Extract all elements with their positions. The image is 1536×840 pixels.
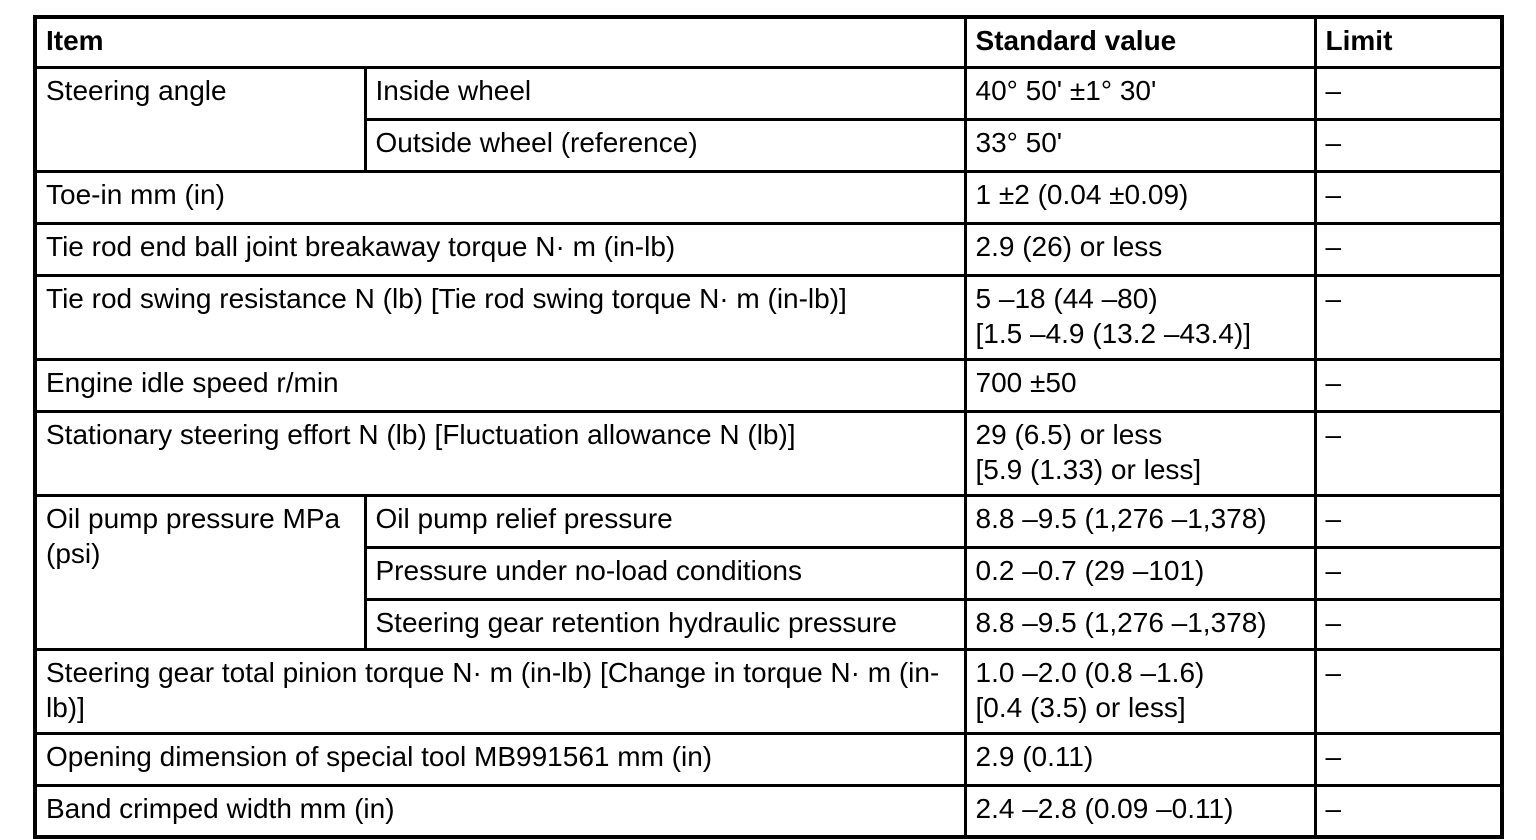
table-row: Tie rod swing resistance N (lb) [Tie rod… <box>33 273 1504 361</box>
value-cell: 2.4 –2.8 (0.09 –0.11) <box>963 783 1317 839</box>
table-row: Toe-in mm (in) 1 ±2 (0.04 ±0.09) – <box>33 169 1504 225</box>
limit-cell: – <box>1313 783 1504 839</box>
table-row: Engine idle speed r/min 700 ±50 – <box>33 357 1504 413</box>
table-row: Steering angle Inside wheel 40° 50' ±1° … <box>33 65 1504 173</box>
item-cell: Steering angle <box>33 65 367 173</box>
value-cell: 0.2 –0.7 (29 –101) <box>963 545 1317 601</box>
item-cell: Band crimped width mm (in) <box>33 783 967 839</box>
limit-cell: – <box>1313 647 1504 735</box>
limit-cell: – <box>1313 731 1504 787</box>
value-cell: 2.9 (0.11) <box>963 731 1317 787</box>
value-cell: 5 –18 (44 –80) [1.5 –4.9 (13.2 –43.4)] <box>963 273 1317 361</box>
sub-item-cell: Inside wheel <box>363 65 967 121</box>
item-cell: Oil pump pressure MPa (psi) <box>33 493 367 651</box>
limit-cell: – <box>1313 169 1504 225</box>
value-cell: 2.9 (26) or less <box>963 221 1317 277</box>
value-cell: 1.0 –2.0 (0.8 –1.6) [0.4 (3.5) or less] <box>963 647 1317 735</box>
value-cell: 1 ±2 (0.04 ±0.09) <box>963 169 1317 225</box>
item-cell: Toe-in mm (in) <box>33 169 967 225</box>
value-cell: 33° 50' <box>963 117 1317 173</box>
sub-item-cell: Pressure under no-load conditions <box>363 545 967 601</box>
header-item: Item <box>33 15 967 69</box>
table-row: Outside wheel (reference) 33° 50' – <box>35 117 1504 173</box>
item-cell: Tie rod swing resistance N (lb) [Tie rod… <box>33 273 967 361</box>
item-cell: Stationary steering effort N (lb) [Fluct… <box>33 409 967 497</box>
header-limit: Limit <box>1313 15 1504 69</box>
limit-cell: – <box>1313 493 1504 549</box>
table-row: Steering gear retention hydraulic pressu… <box>35 597 1504 651</box>
value-cell: 40° 50' ±1° 30' <box>963 65 1317 121</box>
table-row: Band crimped width mm (in) 2.4 –2.8 (0.0… <box>33 783 1504 839</box>
sub-item-cell: Outside wheel (reference) <box>363 117 967 173</box>
limit-cell: – <box>1313 65 1504 121</box>
table-row: Stationary steering effort N (lb) [Fluct… <box>33 409 1504 497</box>
limit-cell: – <box>1313 357 1504 413</box>
item-cell: Engine idle speed r/min <box>33 357 967 413</box>
sub-item-cell: Oil pump relief pressure <box>363 493 967 549</box>
limit-cell: – <box>1313 545 1504 601</box>
table-row: Oil pump pressure MPa (psi) Oil pump rel… <box>33 493 1504 651</box>
spec-table: Item Standard value Limit Steering angle… <box>33 15 1505 839</box>
table-header-row: Item Standard value Limit <box>33 15 1504 69</box>
item-cell: Tie rod end ball joint breakaway torque … <box>33 221 967 277</box>
sub-item-cell: Steering gear retention hydraulic pressu… <box>363 597 967 651</box>
table-row: Opening dimension of special tool MB9915… <box>33 731 1504 787</box>
limit-cell: – <box>1313 597 1504 651</box>
item-cell: Opening dimension of special tool MB9915… <box>33 731 967 787</box>
value-cell: 700 ±50 <box>963 357 1317 413</box>
table-row: Steering gear total pinion torque N· m (… <box>33 647 1504 735</box>
value-cell: 8.8 –9.5 (1,276 –1,378) <box>963 493 1317 549</box>
table-row: Pressure under no-load conditions 0.2 –0… <box>35 545 1504 601</box>
limit-cell: – <box>1313 409 1504 497</box>
value-cell: 29 (6.5) or less [5.9 (1.33) or less] <box>963 409 1317 497</box>
item-cell: Steering gear total pinion torque N· m (… <box>33 647 967 735</box>
limit-cell: – <box>1313 273 1504 361</box>
value-cell: 8.8 –9.5 (1,276 –1,378) <box>963 597 1317 651</box>
header-standard-value: Standard value <box>963 15 1317 69</box>
table-row: Tie rod end ball joint breakaway torque … <box>33 221 1504 277</box>
limit-cell: – <box>1313 221 1504 277</box>
limit-cell: – <box>1313 117 1504 173</box>
